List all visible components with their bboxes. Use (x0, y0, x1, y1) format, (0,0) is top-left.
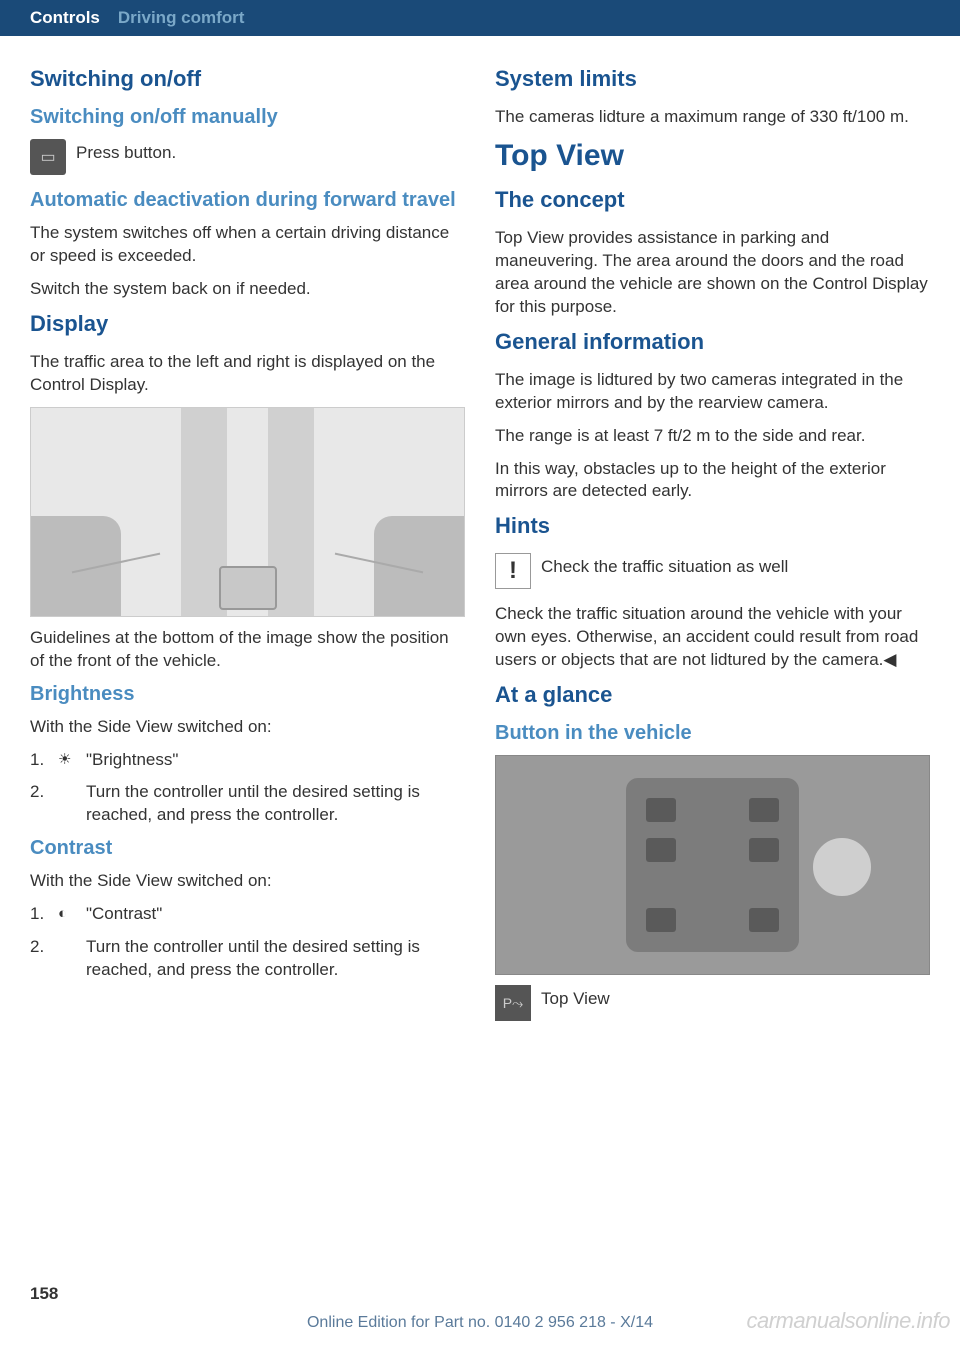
para-concept: Top View provides assistance in parking … (495, 227, 930, 319)
top-view-label-row: P⤳ Top View (495, 985, 930, 1021)
contrast-step-1-text: "Contrast" (86, 904, 162, 923)
contrast-steps: ◐ "Contrast" Turn the controller until t… (30, 903, 465, 982)
heading-general-info: General information (495, 329, 930, 355)
heading-top-view: Top View (495, 139, 930, 173)
figure-console (495, 755, 930, 975)
figure-btn-2 (749, 798, 779, 822)
figure-btn-5 (646, 908, 676, 932)
right-column: System limits The cameras lidture a maxi… (495, 66, 930, 1035)
heading-concept: The concept (495, 187, 930, 213)
para-guidelines: Guidelines at the bottom of the image sh… (30, 627, 465, 673)
page-content: Switching on/off Switching on/off manual… (0, 36, 960, 1035)
hint-body: Check the traffic situation around the v… (495, 603, 930, 672)
para-brightness-intro: With the Side View switched on: (30, 716, 465, 739)
figure-idrive-knob (807, 832, 877, 902)
figure-side-view (30, 407, 465, 617)
tab-controls: Controls (30, 8, 100, 28)
para-limits: The cameras lidture a maximum range of 3… (495, 106, 930, 129)
contrast-icon: ◐ (58, 904, 67, 924)
hint-row: ! Check the traffic situation as well (495, 553, 930, 589)
figure-btn-1 (646, 798, 676, 822)
heading-auto-deactivation: Automatic deactivation during forward tr… (30, 189, 465, 212)
heading-hints: Hints (495, 513, 930, 539)
figure-btn-6 (749, 908, 779, 932)
heading-manually: Switching on/off manually (30, 106, 465, 129)
press-button-text: Press button. (76, 139, 465, 163)
tab-driving-comfort: Driving comfort (118, 8, 245, 28)
brightness-steps: ☀ "Brightness" Turn the controller until… (30, 749, 465, 828)
figure-btn-3 (646, 838, 676, 862)
figure-console-panel (626, 778, 799, 952)
brightness-icon: ☀ (58, 750, 71, 770)
para-display: The traffic area to the left and right i… (30, 351, 465, 397)
parking-icon: P⤳ (495, 985, 531, 1021)
heading-system-limits: System limits (495, 66, 930, 92)
watermark: carmanualsonline.info (746, 1308, 950, 1334)
heading-contrast: Contrast (30, 837, 465, 860)
para-geninfo2: The range is at least 7 ft/2 m to the si… (495, 425, 930, 448)
brightness-step-2: Turn the controller until the desired se… (30, 781, 465, 827)
header-tabs: Controls Driving comfort (0, 0, 960, 36)
para-auto2: Switch the system back on if needed. (30, 278, 465, 301)
page-number: 158 (30, 1284, 58, 1304)
contrast-step-2: Turn the controller until the desired se… (30, 936, 465, 982)
camera-icon: ▭ (30, 139, 66, 175)
para-geninfo1: The image is lidtured by two cameras int… (495, 369, 930, 415)
brightness-step-1: ☀ "Brightness" (30, 749, 465, 772)
figure-btn-4 (749, 838, 779, 862)
contrast-step-1: ◐ "Contrast" (30, 903, 465, 926)
heading-switching: Switching on/off (30, 66, 465, 92)
heading-display: Display (30, 311, 465, 337)
left-column: Switching on/off Switching on/off manual… (30, 66, 465, 1035)
para-auto1: The system switches off when a certain d… (30, 222, 465, 268)
warning-icon: ! (495, 553, 531, 589)
brightness-step-1-text: "Brightness" (86, 750, 178, 769)
press-button-row: ▭ Press button. (30, 139, 465, 175)
hint-title: Check the traffic situation as well (541, 553, 930, 577)
heading-button-vehicle: Button in the vehicle (495, 722, 930, 745)
para-geninfo3: In this way, obstacles up to the height … (495, 458, 930, 504)
heading-brightness: Brightness (30, 683, 465, 706)
para-contrast-intro: With the Side View switched on: (30, 870, 465, 893)
heading-at-glance: At a glance (495, 682, 930, 708)
top-view-label: Top View (541, 985, 930, 1009)
figure-camera (219, 566, 277, 610)
